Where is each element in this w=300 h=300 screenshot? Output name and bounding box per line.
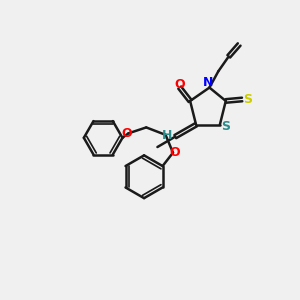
Text: O: O [170,146,180,159]
Text: N: N [203,76,213,89]
Text: O: O [174,77,185,91]
Text: S: S [243,93,252,106]
Text: S: S [221,120,230,133]
Text: H: H [162,129,172,142]
Text: O: O [122,127,132,140]
